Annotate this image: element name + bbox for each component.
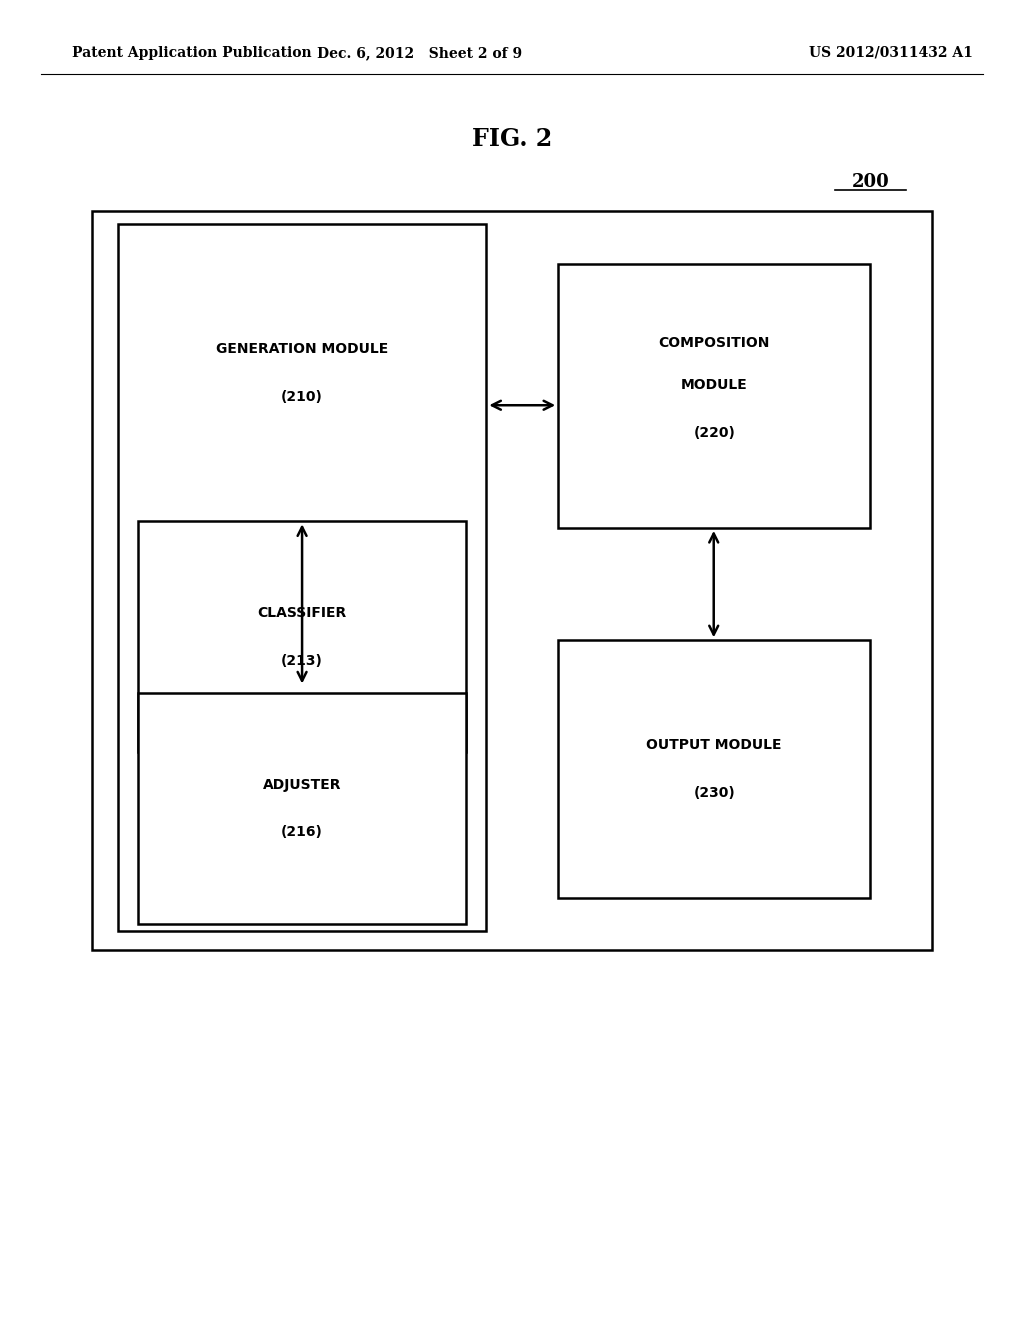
Bar	[138, 693, 466, 924]
Bar	[92, 211, 932, 950]
Text: FIG. 2: FIG. 2	[472, 127, 552, 150]
Text: US 2012/0311432 A1: US 2012/0311432 A1	[809, 46, 973, 59]
Text: (213): (213)	[282, 653, 323, 668]
Text: (230): (230)	[693, 785, 735, 800]
Text: Patent Application Publication: Patent Application Publication	[72, 46, 311, 59]
Text: CLASSIFIER: CLASSIFIER	[257, 606, 347, 620]
Text: COMPOSITION: COMPOSITION	[658, 337, 770, 350]
Text: Dec. 6, 2012   Sheet 2 of 9: Dec. 6, 2012 Sheet 2 of 9	[317, 46, 522, 59]
Text: 200: 200	[852, 173, 889, 191]
Text: GENERATION MODULE: GENERATION MODULE	[216, 342, 388, 356]
Text: (210): (210)	[282, 389, 323, 404]
Text: (216): (216)	[282, 825, 323, 840]
Text: ADJUSTER: ADJUSTER	[263, 777, 341, 792]
Bar	[558, 640, 870, 898]
Text: MODULE: MODULE	[681, 379, 748, 392]
Bar	[118, 224, 486, 931]
Bar	[558, 264, 870, 528]
Bar	[138, 521, 466, 752]
Text: (220): (220)	[693, 426, 735, 440]
Text: OUTPUT MODULE: OUTPUT MODULE	[646, 738, 782, 752]
